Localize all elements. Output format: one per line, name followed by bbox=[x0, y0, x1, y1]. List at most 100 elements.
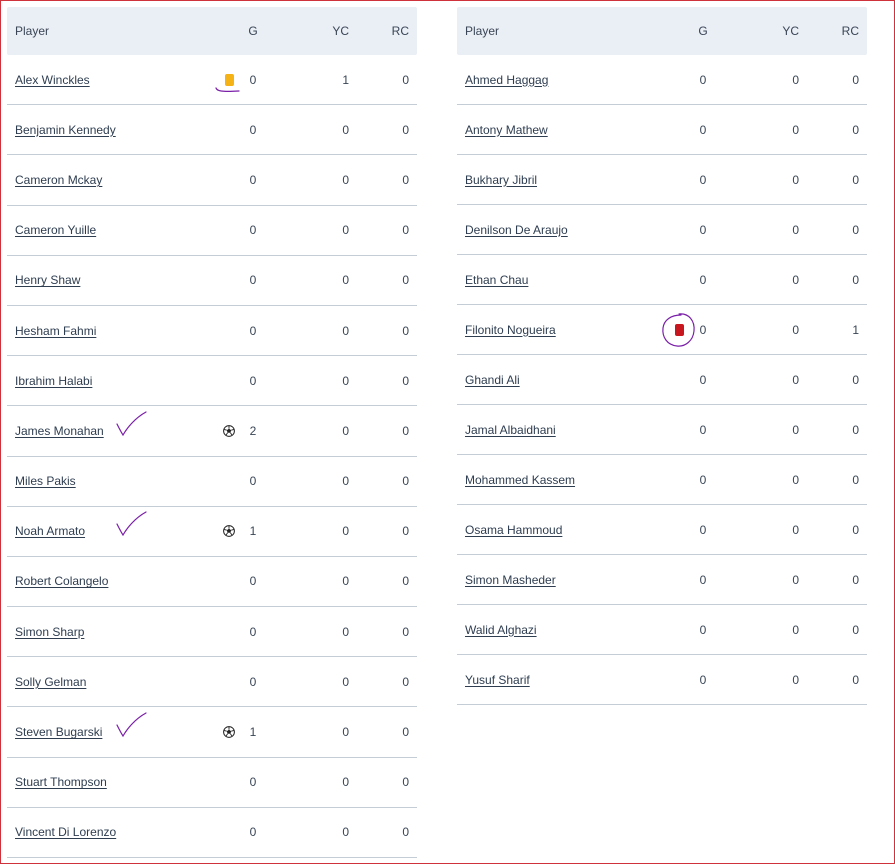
event-icon-cell bbox=[667, 455, 691, 504]
yellow-cards-cell: 0 bbox=[342, 474, 349, 489]
red-cards-cell: 0 bbox=[402, 825, 409, 840]
red-cards-cell: 0 bbox=[852, 222, 859, 237]
player-name-cell: Cameron Mckay bbox=[7, 173, 217, 187]
table-row: Alex Winckles 0 1 0 bbox=[7, 55, 417, 106]
yellow-cards-column-header[interactable]: YC bbox=[332, 24, 349, 38]
player-link[interactable]: Jamal Albaidhani bbox=[465, 422, 556, 437]
table-row: Denilson De Araujo 0 0 0 bbox=[457, 205, 867, 255]
yellow-cards-cell: 0 bbox=[342, 273, 349, 288]
yellow-card-icon bbox=[224, 73, 234, 86]
red-cards-cell: 0 bbox=[402, 323, 409, 338]
player-link[interactable]: Noah Armato bbox=[15, 524, 86, 539]
goals-cell: 0 bbox=[249, 122, 257, 137]
player-link[interactable]: Benjamin Kennedy bbox=[15, 122, 116, 137]
red-cards-cell: 1 bbox=[852, 322, 859, 337]
goals-cell: 0 bbox=[249, 574, 257, 589]
goals-cell: 0 bbox=[249, 825, 257, 840]
red-cards-cell: 0 bbox=[852, 472, 859, 487]
event-icon-cell bbox=[667, 105, 691, 154]
red-cards-column-header[interactable]: RC bbox=[391, 24, 409, 38]
red-cards-cell: 0 bbox=[402, 775, 409, 790]
icon-column-header bbox=[217, 7, 241, 55]
player-link[interactable]: Miles Pakis bbox=[15, 474, 76, 489]
player-link[interactable]: Walid Alghazi bbox=[465, 622, 537, 637]
player-link[interactable]: Cameron Yuille bbox=[15, 223, 97, 238]
player-column-header[interactable]: Player bbox=[465, 24, 500, 38]
player-link[interactable]: Denilson De Araujo bbox=[465, 222, 568, 237]
yellow-cards-cell: 0 bbox=[342, 323, 349, 338]
player-column-header[interactable]: Player bbox=[15, 24, 50, 38]
goals-column-header[interactable]: G bbox=[248, 24, 258, 38]
player-link[interactable]: Robert Colangelo bbox=[15, 574, 109, 589]
yellow-cards-column-header[interactable]: YC bbox=[782, 24, 799, 38]
player-name-cell: Antony Mathew bbox=[457, 123, 667, 137]
home-squad-table: Player G YC RC Alex Winckles 0 1 0 Benjamin … bbox=[7, 7, 417, 858]
table-row: Cameron Yuille 0 0 0 bbox=[7, 206, 417, 256]
event-icon-cell bbox=[667, 205, 691, 254]
yellow-cards-cell: 0 bbox=[342, 423, 349, 438]
player-link[interactable]: Simon Sharp bbox=[15, 624, 85, 639]
player-link[interactable]: Ethan Chau bbox=[465, 272, 529, 287]
goals-cell: 0 bbox=[249, 373, 257, 388]
event-icon-cell bbox=[667, 355, 691, 404]
red-cards-cell: 0 bbox=[402, 122, 409, 137]
player-link[interactable]: Solly Gelman bbox=[15, 674, 87, 689]
event-icon-cell bbox=[667, 555, 691, 604]
player-name-cell: Simon Sharp bbox=[7, 625, 217, 639]
player-link[interactable]: Henry Shaw bbox=[15, 273, 81, 288]
yellow-cards-cell: 0 bbox=[342, 524, 349, 539]
yellow-cards-cell: 0 bbox=[792, 72, 799, 87]
table-row: Osama Hammoud 0 0 0 bbox=[457, 505, 867, 555]
yellow-cards-cell: 0 bbox=[342, 825, 349, 840]
handwritten-checkmark-annotation bbox=[116, 511, 147, 537]
goals-cell: 0 bbox=[249, 674, 257, 689]
player-link[interactable]: Steven Bugarski bbox=[15, 725, 103, 740]
event-icon-cell bbox=[667, 155, 691, 204]
yellow-cards-cell: 0 bbox=[792, 422, 799, 437]
player-link[interactable]: James Monahan bbox=[15, 423, 104, 438]
player-link[interactable]: Ibrahim Halabi bbox=[15, 373, 93, 388]
player-link[interactable]: Osama Hammoud bbox=[465, 522, 563, 537]
player-name-cell: Osama Hammoud bbox=[457, 523, 667, 537]
player-link[interactable]: Filonito Nogueira bbox=[465, 322, 556, 337]
red-cards-cell: 0 bbox=[402, 674, 409, 689]
red-cards-cell: 0 bbox=[402, 72, 409, 87]
player-link[interactable]: Alex Winckles bbox=[15, 72, 90, 87]
player-link[interactable]: Cameron Mckay bbox=[15, 172, 103, 187]
goals-cell: 0 bbox=[699, 72, 707, 87]
player-link[interactable]: Vincent Di Lorenzo bbox=[15, 825, 117, 840]
icon-column-header bbox=[667, 7, 691, 55]
player-link[interactable]: Bukhary Jibril bbox=[465, 172, 538, 187]
player-name-cell: Solly Gelman bbox=[7, 675, 217, 689]
goals-cell: 1 bbox=[249, 524, 257, 539]
player-name-cell: Steven Bugarski bbox=[7, 712, 217, 740]
player-link[interactable]: Simon Masheder bbox=[465, 572, 556, 587]
player-link[interactable]: Yusuf Sharif bbox=[465, 672, 530, 687]
yellow-cards-cell: 0 bbox=[792, 522, 799, 537]
player-name-cell: Vincent Di Lorenzo bbox=[7, 825, 217, 839]
goals-cell: 0 bbox=[249, 474, 257, 489]
player-link[interactable]: Ghandi Ali bbox=[465, 372, 520, 387]
player-name-cell: Robert Colangelo bbox=[7, 574, 217, 588]
red-cards-cell: 0 bbox=[402, 273, 409, 288]
table-row: Solly Gelman 0 0 0 bbox=[7, 657, 417, 708]
yellow-cards-cell: 0 bbox=[342, 775, 349, 790]
yellow-cards-cell: 0 bbox=[792, 372, 799, 387]
red-cards-cell: 0 bbox=[402, 423, 409, 438]
red-cards-column-header[interactable]: RC bbox=[841, 24, 859, 38]
player-link[interactable]: Ahmed Haggag bbox=[465, 72, 549, 87]
table-row: Vincent Di Lorenzo 0 0 0 bbox=[7, 808, 417, 858]
yellow-cards-cell: 0 bbox=[792, 172, 799, 187]
goals-cell: 0 bbox=[249, 172, 257, 187]
player-link[interactable]: Antony Mathew bbox=[465, 122, 548, 137]
player-name-cell: Bukhary Jibril bbox=[457, 173, 667, 187]
player-link[interactable]: Mohammed Kassem bbox=[465, 472, 576, 487]
player-name-cell: Jamal Albaidhani bbox=[457, 423, 667, 437]
goals-cell: 0 bbox=[699, 122, 707, 137]
event-icon-cell bbox=[217, 406, 241, 455]
player-link[interactable]: Hesham Fahmi bbox=[15, 323, 97, 338]
player-name-cell: Miles Pakis bbox=[7, 474, 217, 488]
player-link[interactable]: Stuart Thompson bbox=[15, 775, 107, 790]
goals-column-header[interactable]: G bbox=[698, 24, 708, 38]
table-row: Robert Colangelo 0 0 0 bbox=[7, 557, 417, 608]
